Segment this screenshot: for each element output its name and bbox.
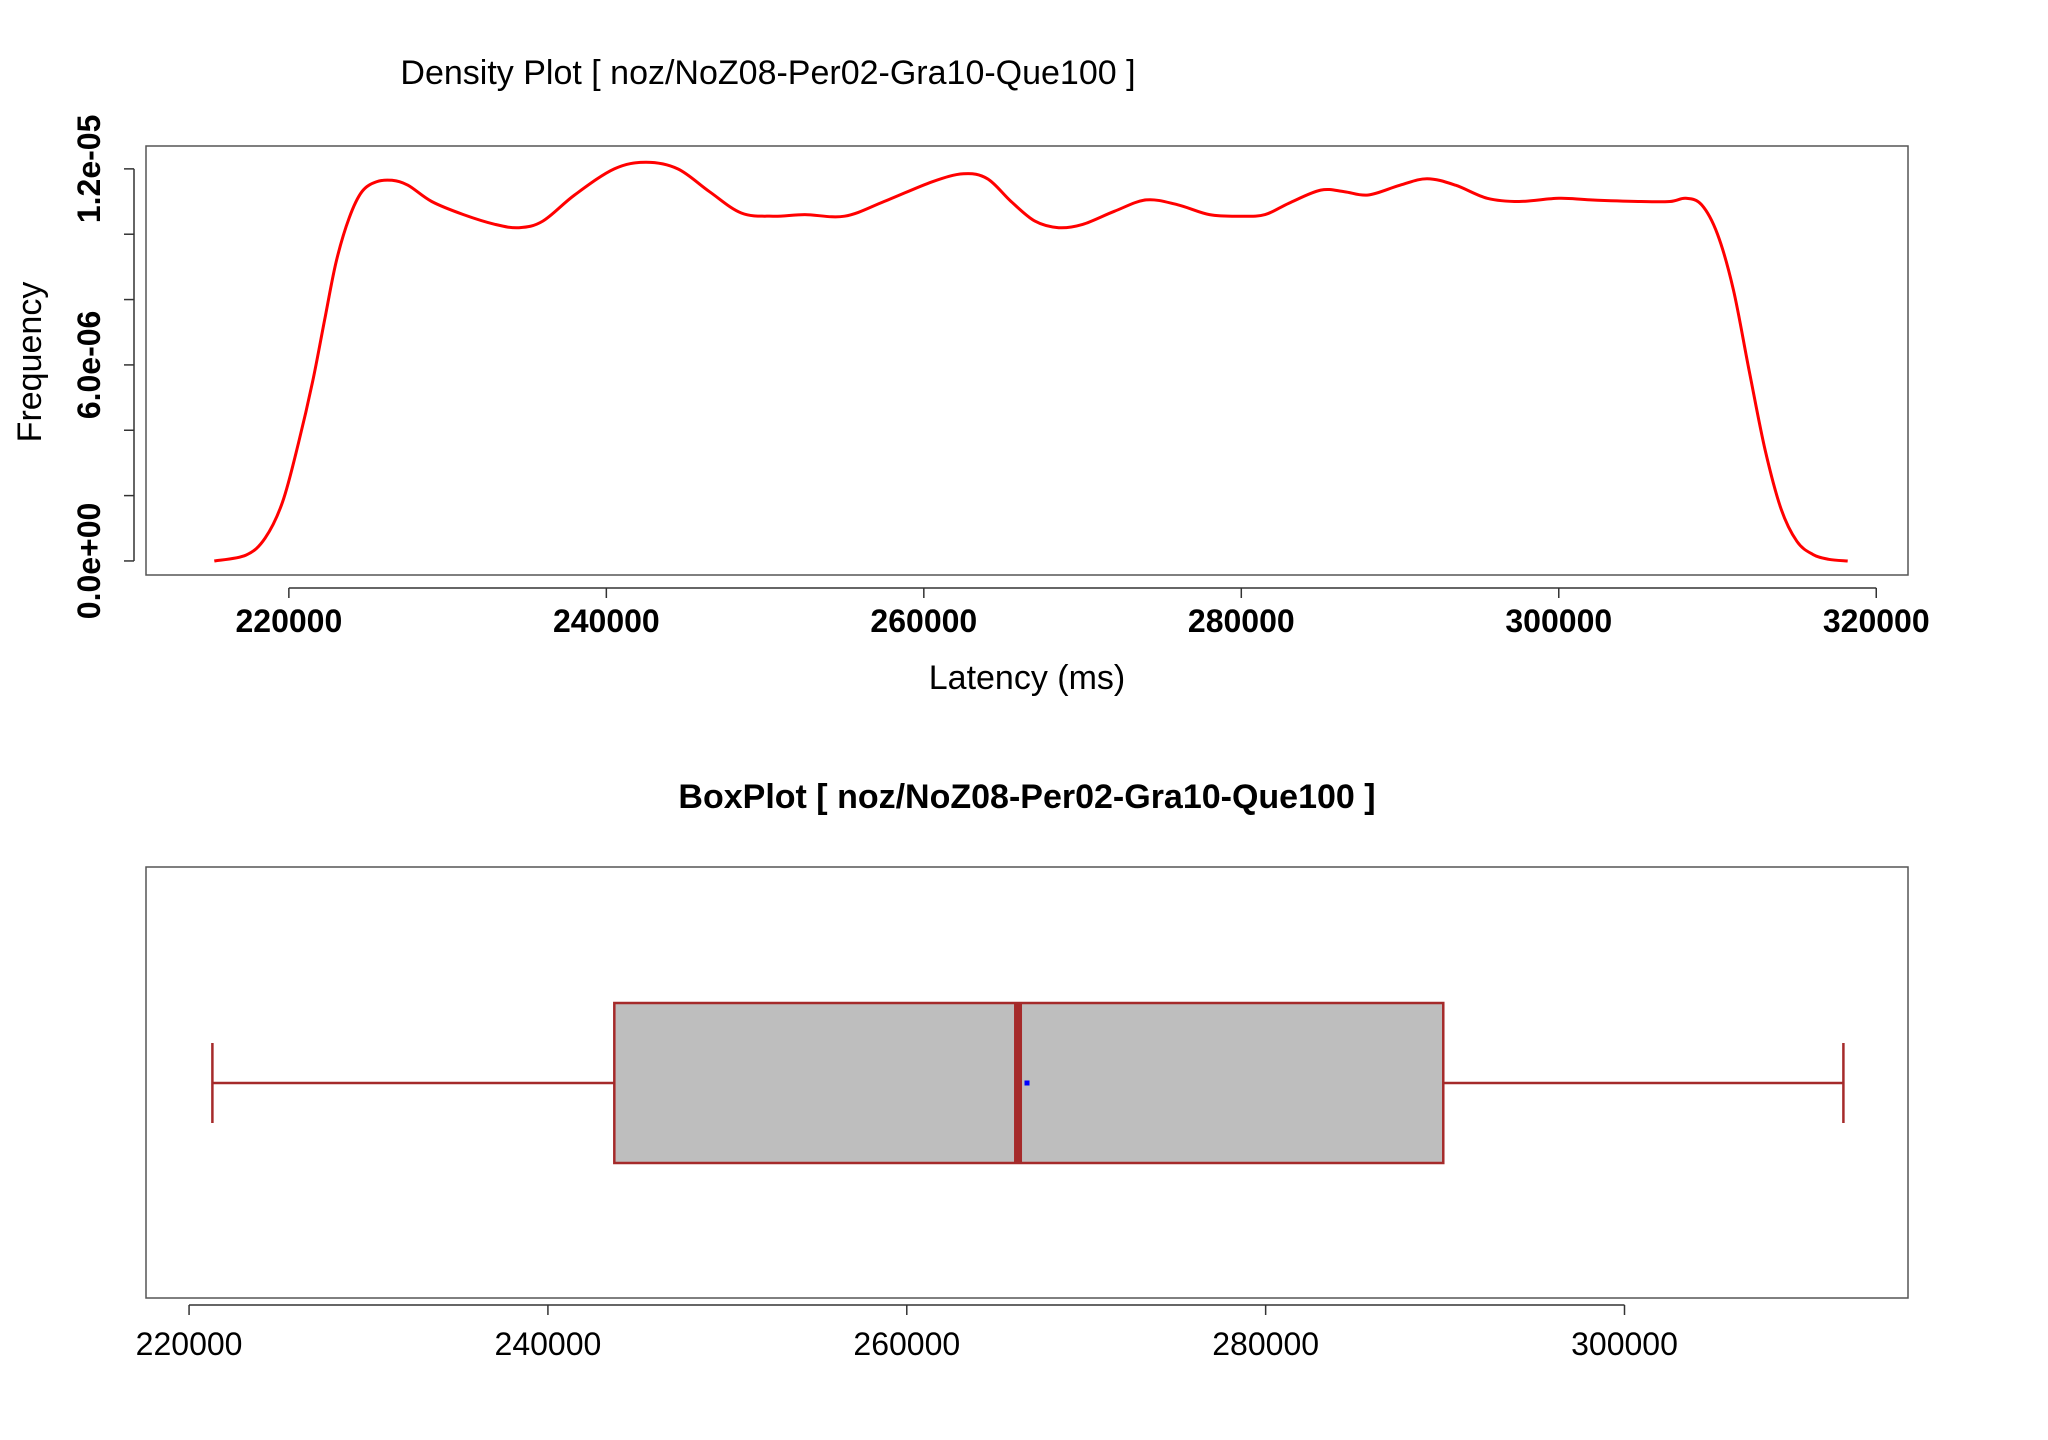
box-plot-title: BoxPlot [ noz/NoZ08-Per02-Gra10-Que100 ] xyxy=(678,778,1375,816)
mean-marker xyxy=(1024,1080,1030,1086)
density-x-axis-label: Latency (ms) xyxy=(929,659,1126,697)
box-x-axis: 220000 240000 260000 280000 300000 xyxy=(136,1304,1678,1362)
density-curve xyxy=(214,160,1848,563)
box-plot: BoxPlot [ noz/NoZ08-Per02-Gra10-Que100 ]… xyxy=(136,778,1909,1362)
density-plot: Density Plot [ noz/NoZ08-Per02-Gra10-Que… xyxy=(11,54,1930,697)
density-x-tick-label: 220000 xyxy=(235,603,342,639)
box-x-tick-label: 240000 xyxy=(495,1326,602,1362)
box-elements xyxy=(211,1001,1845,1165)
density-y-tick-label: 6.0e-06 xyxy=(71,311,107,420)
density-x-tick-label: 300000 xyxy=(1505,603,1612,639)
density-y-tick-label: 1.2e-05 xyxy=(71,115,107,224)
density-x-tick-label: 280000 xyxy=(1188,603,1295,639)
box-x-tick-label: 220000 xyxy=(136,1326,243,1362)
density-x-tick-label: 240000 xyxy=(553,603,660,639)
box-x-tick-label: 280000 xyxy=(1212,1326,1319,1362)
box-x-tick-label: 260000 xyxy=(853,1326,960,1362)
density-y-tick-label: 0.0e+00 xyxy=(71,503,107,620)
density-plot-frame xyxy=(145,145,1909,576)
density-x-tick-label: 260000 xyxy=(870,603,977,639)
density-y-axis: 0.0e+00 6.0e-06 1.2e-05 xyxy=(71,115,135,620)
box-x-tick-label: 300000 xyxy=(1571,1326,1678,1362)
density-y-axis-label: Frequency xyxy=(11,282,49,443)
density-plot-title: Density Plot [ noz/NoZ08-Per02-Gra10-Que… xyxy=(400,54,1135,92)
box-plot-frame xyxy=(145,866,1909,1299)
density-x-tick-label: 320000 xyxy=(1823,603,1930,639)
density-x-axis: 220000 240000 260000 280000 300000 320000 xyxy=(235,587,1930,639)
